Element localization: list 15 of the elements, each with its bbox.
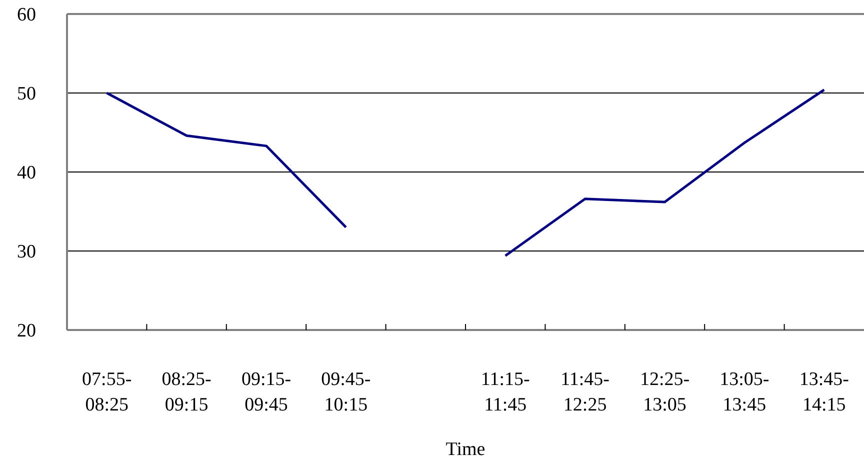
x-tick-label: 07:55-08:25	[82, 369, 132, 416]
x-tick-label: 09:15-09:45	[241, 369, 292, 416]
x-tick-label: 12:25-13:05	[640, 369, 690, 416]
x-axis-title: Time	[446, 439, 486, 460]
x-tick-label: 13:05-13:45	[720, 369, 770, 416]
x-tick-label: 11:15-11:45	[480, 369, 530, 416]
y-tick-label: 30	[17, 242, 36, 263]
x-tick-label: 13:45-14:15	[799, 369, 849, 416]
y-tick-label: 20	[17, 320, 36, 342]
x-tick-label: 09:45-10:15	[321, 369, 371, 416]
y-tick-label: 50	[17, 84, 36, 105]
x-tick-label: 08:25-09:15	[162, 369, 212, 416]
y-tick-label: 60	[17, 4, 36, 26]
x-tick-label: 11:45-12:25	[560, 369, 610, 416]
y-tick-label: 40	[17, 162, 36, 184]
